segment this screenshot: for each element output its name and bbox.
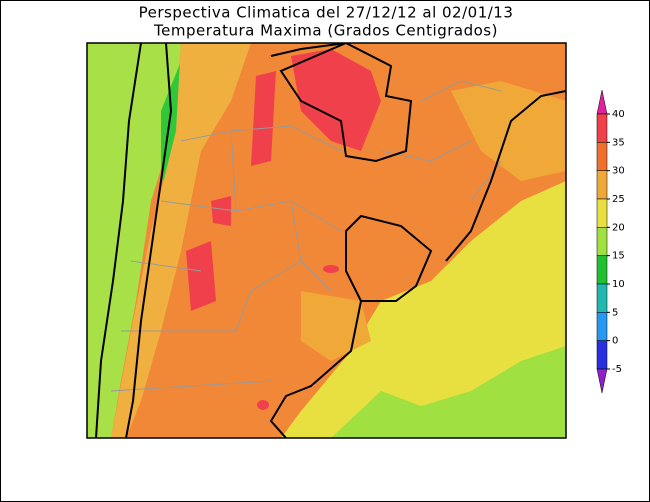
coast-line [445, 90, 566, 262]
colorbar-band [596, 312, 608, 341]
map-frame [86, 42, 567, 439]
field-light-orange [111, 43, 251, 438]
colorbar-tick-label: 35 [612, 137, 625, 148]
title-line: Perspectiva Climatica del 27/12/12 al 02… [139, 4, 514, 22]
colorbar-tick-label: 15 [612, 251, 625, 262]
colorbar-band [596, 227, 608, 256]
coast-line [269, 300, 362, 438]
country-border [270, 43, 413, 163]
colorbar-tick-label: -5 [612, 364, 622, 375]
colorbar-band [596, 340, 608, 370]
colorbar-tick-label: 10 [612, 279, 625, 290]
field-yellow [281, 181, 566, 438]
colorbar-band [596, 142, 608, 171]
field-red [291, 49, 381, 151]
field-red [186, 241, 216, 311]
country-border [345, 214, 433, 302]
country-border [95, 43, 142, 438]
colorbar-band [596, 198, 608, 228]
colorbar-tick-label: 30 [612, 166, 625, 177]
field-green [87, 43, 181, 438]
field-red [211, 196, 231, 226]
colorbar-band [596, 283, 608, 313]
field-yellow-green [331, 346, 566, 438]
map [86, 42, 567, 439]
country-border [125, 43, 173, 438]
colorbar-band [596, 113, 608, 143]
colorbar-cap [596, 368, 608, 394]
colorbar-tick-label: 40 [612, 109, 625, 120]
colorbar: 40 35 30 25 20 15 10 5 0 -5 [596, 89, 625, 394]
colorbar-cap [596, 89, 608, 115]
colorbar-tick-label: 20 [612, 222, 625, 233]
field-red [251, 71, 276, 166]
colorbar-band [596, 170, 608, 200]
colorbar-tick-label: 0 [612, 336, 618, 347]
colorbar-band [596, 255, 608, 285]
field-red [257, 400, 269, 410]
subtitle-line: Temperatura Maxima (Grados Centigrados) [153, 22, 498, 40]
province-line [110, 80, 502, 392]
field-red [323, 265, 339, 273]
colorbar-tick-label: 5 [612, 307, 618, 318]
colorbar-tick-label: 25 [612, 194, 625, 205]
